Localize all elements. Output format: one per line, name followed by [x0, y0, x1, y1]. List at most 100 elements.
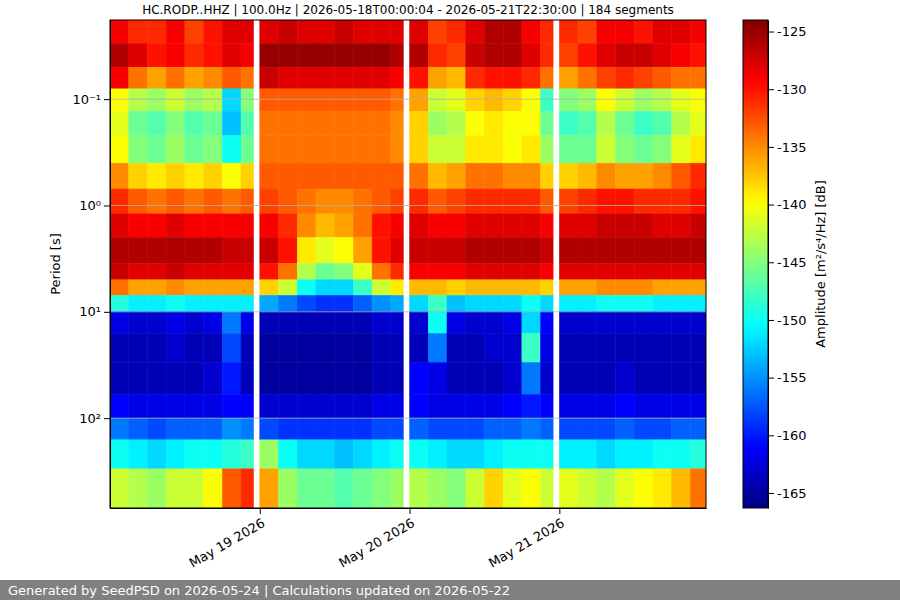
colorbar-tick-mark: [768, 435, 774, 436]
cell: [410, 136, 429, 164]
cell: [559, 334, 578, 363]
cell: [241, 238, 253, 264]
cell: [335, 363, 354, 395]
cell: [597, 334, 616, 363]
footer: Generated by SeedPSD on 2026-05-24 | Cal…: [8, 583, 510, 598]
cell: [634, 334, 653, 363]
cell: [110, 280, 129, 296]
cell: [185, 189, 204, 214]
cell: [578, 295, 597, 311]
cell: [672, 395, 691, 419]
cell: [503, 280, 522, 296]
cell: [522, 238, 541, 264]
colorbar-tick-mark: [768, 378, 774, 379]
cell: [185, 263, 204, 279]
cell: [241, 263, 253, 279]
cell: [466, 395, 485, 419]
cell: [316, 214, 335, 238]
cell: [428, 111, 447, 135]
cell: [559, 363, 578, 395]
cell: [241, 89, 253, 111]
cell: [690, 111, 706, 135]
cell: [185, 295, 204, 311]
cell: [279, 280, 298, 296]
cell: [279, 395, 298, 419]
cell: [503, 214, 522, 238]
cell: [297, 469, 316, 508]
cell: [185, 363, 204, 395]
cell: [559, 263, 578, 279]
cell: [260, 214, 279, 238]
cell: [391, 67, 403, 89]
cell: [316, 238, 335, 264]
cell: [316, 363, 335, 395]
x-tick-label: May 19 2026: [187, 515, 268, 570]
cell: [466, 280, 485, 296]
cell: [447, 238, 466, 264]
cell: [241, 280, 253, 296]
cell: [260, 440, 279, 469]
cell: [279, 20, 298, 44]
cell: [559, 295, 578, 311]
cell: [653, 189, 672, 214]
cell: [578, 163, 597, 189]
cell: [316, 263, 335, 279]
cell: [204, 67, 223, 89]
cell: [353, 295, 372, 311]
cell: [391, 44, 403, 68]
cell: [129, 312, 148, 334]
cell: [522, 334, 541, 363]
cell: [559, 189, 578, 214]
cell: [110, 295, 129, 311]
cell: [147, 280, 166, 296]
cell: [653, 280, 672, 296]
cell: [204, 440, 223, 469]
cell: [616, 263, 635, 279]
colorbar-tick-label: -145: [777, 255, 807, 270]
cell: [110, 418, 129, 440]
cell: [597, 214, 616, 238]
cell: [466, 163, 485, 189]
x-tick-mark: [410, 508, 411, 514]
cell: [335, 295, 354, 311]
cell: [222, 163, 241, 189]
cell: [222, 89, 241, 111]
cell: [353, 440, 372, 469]
cell: [129, 214, 148, 238]
cell: [204, 163, 223, 189]
colorbar-tick-label: -150: [777, 313, 807, 328]
cell: [391, 295, 403, 311]
cell: [166, 469, 185, 508]
cell: [634, 214, 653, 238]
cell: [672, 295, 691, 311]
cell: [428, 469, 447, 508]
cell: [541, 395, 553, 419]
cell: [672, 20, 691, 44]
cell: [241, 67, 253, 89]
cell: [353, 312, 372, 334]
cell: [616, 312, 635, 334]
cell: [166, 44, 185, 68]
cell: [129, 136, 148, 164]
cell: [335, 44, 354, 68]
cell: [279, 44, 298, 68]
cell: [447, 89, 466, 111]
y-tick-label: 10¹: [79, 304, 101, 319]
cell: [503, 295, 522, 311]
cell: [372, 363, 391, 395]
cell: [672, 136, 691, 164]
cell: [447, 469, 466, 508]
cell: [522, 67, 541, 89]
cell: [541, 469, 553, 508]
cell: [372, 67, 391, 89]
cell: [372, 136, 391, 164]
cell: [541, 312, 553, 334]
cell: [353, 136, 372, 164]
colorbar-tick: -130: [768, 82, 807, 97]
cell: [597, 136, 616, 164]
cell: [447, 44, 466, 68]
cell: [222, 312, 241, 334]
x-tick-mark: [559, 508, 560, 514]
cell: [372, 334, 391, 363]
cell: [597, 189, 616, 214]
